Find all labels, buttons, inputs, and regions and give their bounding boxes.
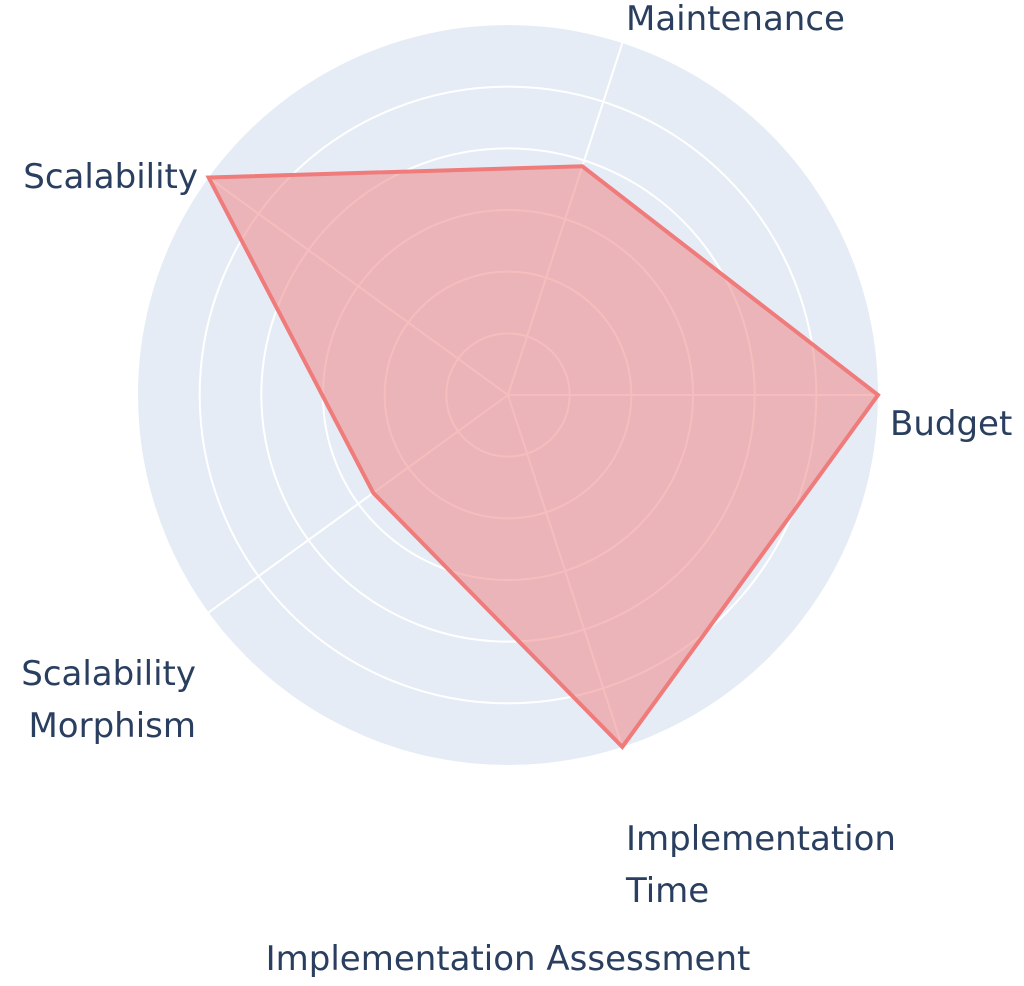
axis-label: Scalability Morphism [21, 654, 196, 746]
series-area [205, 164, 881, 750]
axis-label: Implementation Time [625, 819, 896, 911]
axis-label-line: Scalability [21, 654, 196, 694]
axis-label-line: Scalability [23, 157, 198, 197]
axis-label: Scalability [23, 157, 198, 197]
axis-label: Budget [890, 404, 1012, 444]
chart-title: Implementation Assessment [266, 939, 751, 979]
axis-label-line: Implementation [626, 819, 896, 859]
axis-label-line: Budget [890, 404, 1012, 444]
axis-label-line: Time [625, 871, 709, 911]
axis-label: Maintenance [626, 0, 845, 39]
axis-label-line: Morphism [28, 706, 196, 746]
axis-label-line: Maintenance [626, 0, 845, 39]
